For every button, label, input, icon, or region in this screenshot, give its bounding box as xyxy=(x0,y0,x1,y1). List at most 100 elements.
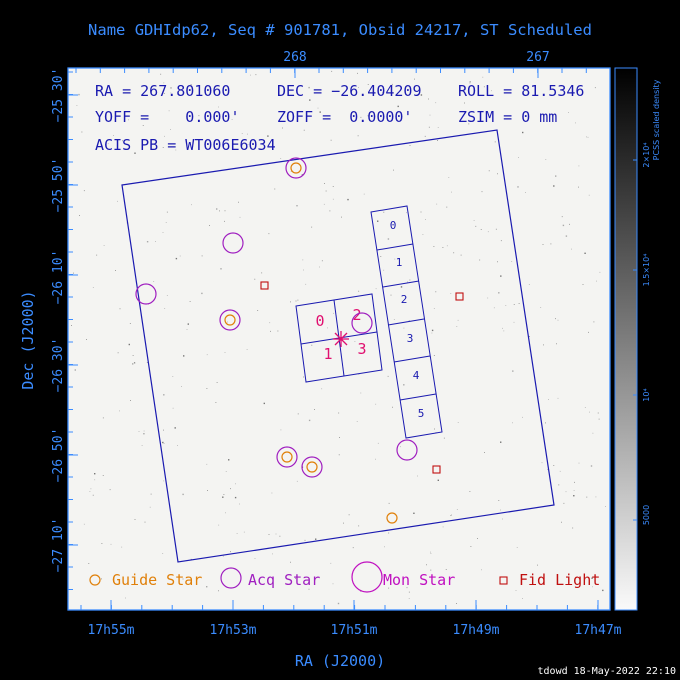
background-star xyxy=(189,301,191,302)
info-ra: RA = 267.801060 xyxy=(95,82,230,100)
background-star xyxy=(290,301,291,303)
background-star xyxy=(163,93,165,94)
background-star xyxy=(545,422,546,424)
background-star xyxy=(172,407,174,409)
background-star xyxy=(597,412,599,414)
background-star xyxy=(162,147,164,148)
background-star xyxy=(473,220,475,221)
y-axis-title: Dec (J2000) xyxy=(19,290,37,389)
background-star xyxy=(431,332,433,334)
background-star xyxy=(117,200,118,202)
background-star xyxy=(321,388,323,390)
left-axis-label: −27 10' xyxy=(51,518,66,573)
guide-star-marker xyxy=(290,162,302,174)
background-star xyxy=(228,459,230,461)
background-star xyxy=(101,578,102,580)
background-star xyxy=(414,78,415,80)
background-star xyxy=(254,558,256,559)
background-star xyxy=(571,248,572,250)
background-star xyxy=(442,526,444,528)
background-star xyxy=(442,247,444,248)
background-star xyxy=(88,563,90,564)
background-star xyxy=(343,522,344,524)
background-star xyxy=(543,344,544,346)
background-star xyxy=(163,394,165,396)
background-star xyxy=(181,386,182,387)
legend-guide-label: Guide Star xyxy=(112,571,202,589)
background-star xyxy=(390,294,392,296)
background-star xyxy=(164,308,166,309)
info-yoff: YOFF = 0.000' xyxy=(95,108,240,126)
background-star xyxy=(555,175,557,177)
background-star xyxy=(128,343,130,346)
background-star xyxy=(518,157,519,158)
background-star xyxy=(172,376,174,377)
background-star xyxy=(308,588,310,590)
background-star xyxy=(206,354,208,356)
background-star xyxy=(330,562,332,564)
background-star xyxy=(224,210,226,212)
background-star xyxy=(121,546,123,548)
background-star xyxy=(277,330,279,332)
background-star xyxy=(317,107,319,109)
background-star xyxy=(483,86,485,88)
background-star xyxy=(377,220,379,222)
info-roll: ROLL = 81.5346 xyxy=(458,82,584,100)
background-star xyxy=(409,279,411,281)
background-star xyxy=(586,136,587,138)
background-star xyxy=(512,370,514,372)
background-star xyxy=(382,91,384,94)
bottom-axis-label: 17h51m xyxy=(331,623,378,638)
background-star xyxy=(437,140,438,141)
background-star xyxy=(393,319,395,320)
background-star xyxy=(450,515,452,516)
background-star xyxy=(468,123,470,125)
colorbar-tick-label: 1.5×10⁴ xyxy=(642,254,651,287)
background-star xyxy=(573,490,575,491)
background-star xyxy=(122,140,123,142)
background-star xyxy=(397,105,399,108)
background-star xyxy=(132,363,134,365)
background-star xyxy=(574,481,575,483)
background-star xyxy=(170,92,172,94)
background-star xyxy=(143,430,145,432)
background-star xyxy=(183,355,185,357)
background-star xyxy=(383,269,385,271)
background-star xyxy=(96,254,98,256)
ccd-s-label: 5 xyxy=(418,407,425,420)
background-star xyxy=(380,256,382,257)
background-star xyxy=(319,266,320,268)
background-star xyxy=(234,496,237,499)
background-star xyxy=(513,304,515,305)
bottom-axis-label: 17h47m xyxy=(575,623,622,638)
background-star xyxy=(565,235,568,237)
info-dec: DEC = −26.404209 xyxy=(277,82,422,100)
background-star xyxy=(433,308,435,309)
background-star xyxy=(81,131,83,133)
background-star xyxy=(573,495,575,497)
background-star xyxy=(303,376,304,378)
background-star xyxy=(388,587,390,589)
background-star xyxy=(435,102,437,104)
background-star xyxy=(250,74,251,76)
background-star xyxy=(354,341,356,342)
background-star xyxy=(113,135,114,136)
background-star xyxy=(119,308,121,310)
background-star xyxy=(456,603,457,604)
background-star xyxy=(594,87,596,89)
background-star xyxy=(403,327,405,329)
background-star xyxy=(115,270,116,271)
background-star xyxy=(163,82,165,84)
guide-star-marker xyxy=(306,461,318,473)
legend-fid-label: Fid Light xyxy=(519,571,600,589)
background-star xyxy=(155,241,156,242)
field-of-view-box xyxy=(121,129,555,563)
background-star xyxy=(417,475,418,477)
background-star xyxy=(360,116,362,118)
background-star xyxy=(446,206,448,208)
background-star xyxy=(481,569,482,571)
background-star xyxy=(477,538,478,539)
background-star xyxy=(327,327,328,329)
background-star xyxy=(553,185,555,187)
